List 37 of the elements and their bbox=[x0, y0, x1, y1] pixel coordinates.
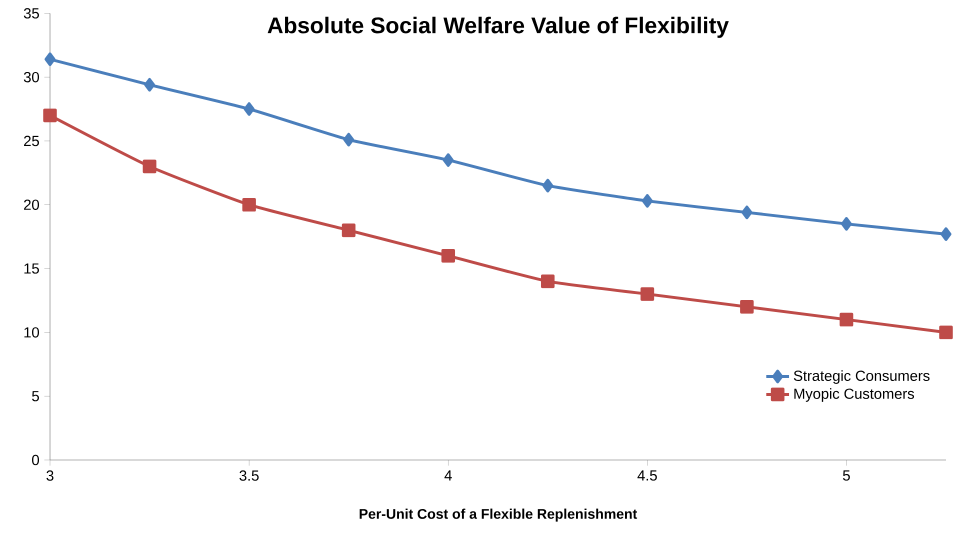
point bbox=[540, 274, 555, 288]
point bbox=[441, 248, 456, 263]
point bbox=[242, 198, 256, 212]
point bbox=[840, 312, 854, 326]
point bbox=[44, 52, 56, 66]
chart-title: Absolute Social Welfare Value of Flexibility bbox=[268, 16, 729, 38]
y-tick-label: 0 bbox=[32, 454, 40, 466]
point bbox=[142, 160, 156, 174]
x-tick-label: 3.5 bbox=[239, 470, 259, 481]
x-tick-label: 4 bbox=[444, 470, 452, 480]
y-tick-label: 25 bbox=[24, 136, 39, 146]
point bbox=[343, 132, 354, 146]
point bbox=[939, 326, 953, 340]
y-tick-label: 30 bbox=[24, 72, 40, 82]
x-tick-label: 5 bbox=[842, 470, 850, 481]
point bbox=[740, 300, 754, 314]
x-tick-label: 3 bbox=[46, 470, 54, 481]
point bbox=[43, 108, 57, 122]
legend-label: Myopic Customers bbox=[794, 388, 914, 402]
point bbox=[741, 206, 752, 220]
point bbox=[442, 153, 454, 167]
y-tick-label: 35 bbox=[24, 8, 39, 19]
y-tick-label: 10 bbox=[24, 327, 40, 338]
x-tick-label: 4.5 bbox=[637, 470, 657, 481]
y-tick-label: 5 bbox=[32, 391, 39, 402]
point bbox=[640, 287, 654, 301]
point bbox=[642, 194, 653, 208]
point bbox=[542, 178, 554, 192]
point bbox=[840, 217, 852, 231]
y-tick-label: 20 bbox=[24, 200, 40, 210]
legend-label: Strategic Consumers bbox=[794, 370, 930, 384]
point bbox=[940, 227, 952, 241]
point bbox=[144, 78, 156, 92]
point bbox=[244, 102, 255, 116]
x-axis-title: Per-Unit Cost of a Flexible Replenishment bbox=[360, 508, 638, 522]
point bbox=[342, 223, 356, 238]
y-tick-label: 15 bbox=[24, 263, 39, 274]
